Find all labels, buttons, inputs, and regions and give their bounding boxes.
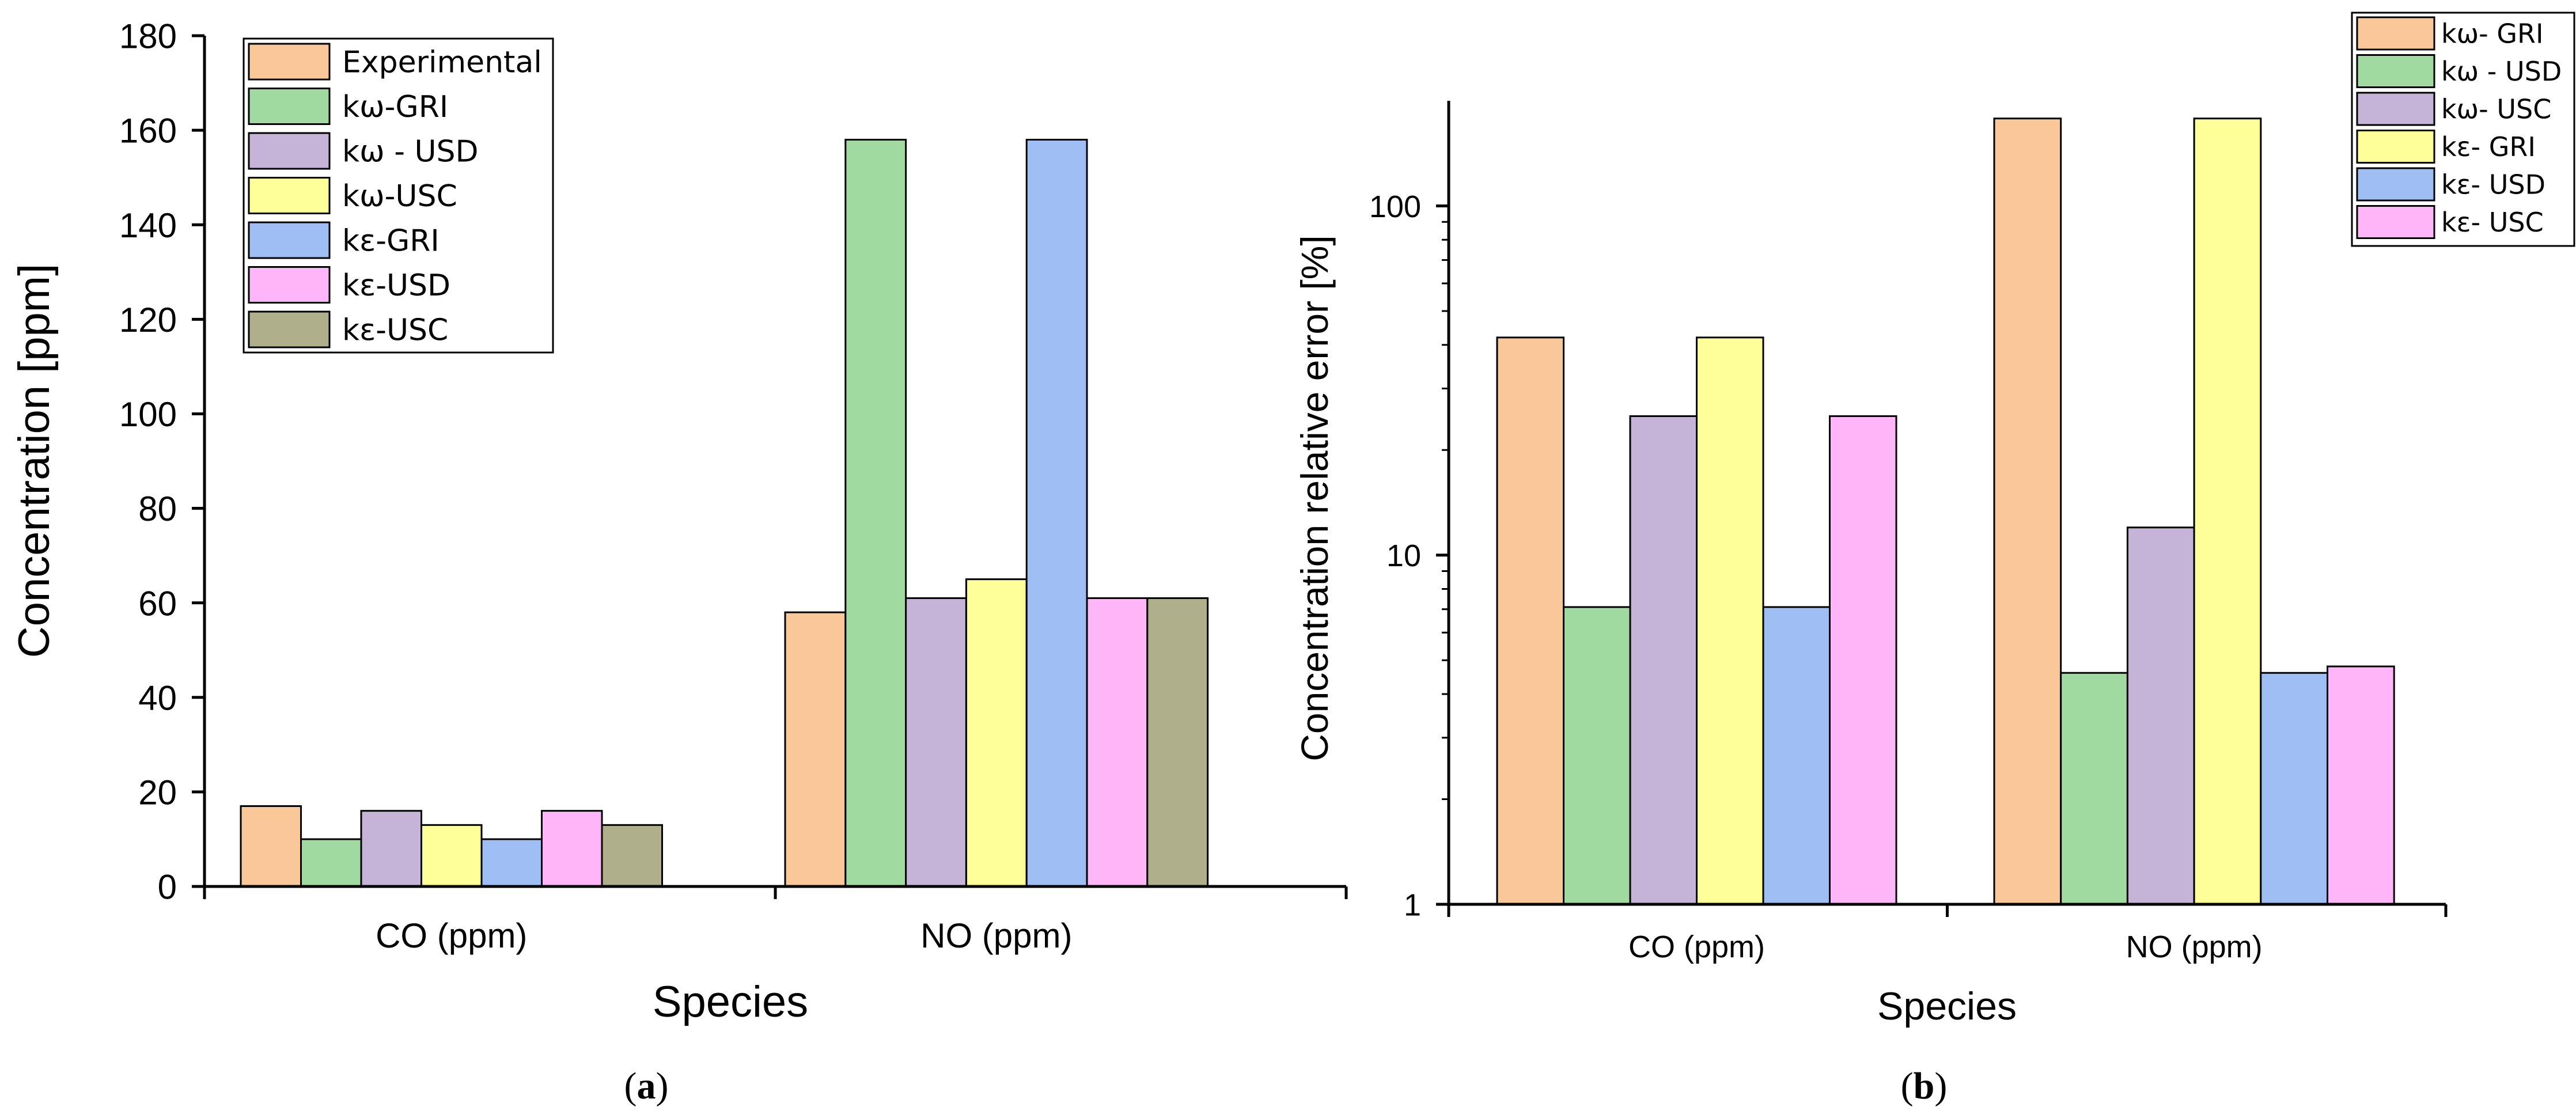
- chart-a-category-label: NO (ppm): [920, 916, 1072, 955]
- chart-a-bar: [905, 597, 967, 888]
- chart-a-legend-swatch: [248, 43, 331, 81]
- chart-b-legend-swatch: [2356, 130, 2435, 164]
- chart-a-bar: [1146, 597, 1209, 888]
- chart-a-bar: [360, 810, 422, 888]
- chart-b-y-ticks: 1 10 100: [1369, 190, 1449, 922]
- chart-a-legend-label: Experimental: [342, 46, 542, 80]
- chart-b-bar: [1993, 118, 2062, 905]
- chart-a-bar: [844, 139, 907, 888]
- chart-b-bars: [1496, 118, 2395, 905]
- chart-a-bar: [421, 824, 483, 888]
- chart-a-legend-swatch: [248, 266, 331, 304]
- chart-a-category-label: CO (ppm): [376, 916, 527, 955]
- chart-b-legend: kω- GRI kω - USD kω- USC kε- GRI kε- USD kε- …: [2351, 12, 2575, 247]
- chart-a-y-tick-label: 180: [119, 17, 177, 56]
- chart-b-panel-label-open: (: [1901, 1065, 1914, 1107]
- chart-b-bar: [1563, 606, 1631, 905]
- chart-a-bar: [541, 810, 603, 888]
- chart-a-legend-label: kω - USD: [342, 135, 479, 169]
- chart-b-bar: [1496, 336, 1564, 905]
- chart-a-bar: [965, 578, 1028, 888]
- chart-a-panel-label-letter: a: [637, 1065, 656, 1107]
- chart-a-legend-swatch: [248, 88, 331, 125]
- chart-a-legend-label: kω-USC: [342, 179, 457, 214]
- chart-b-y-tick-label: 100: [1369, 190, 1421, 224]
- chart-b-bar: [2193, 118, 2262, 905]
- chart-b-bar: [1829, 415, 1897, 905]
- chart-a-bar: [1025, 139, 1088, 888]
- chart-a-bar: [480, 838, 543, 888]
- chart-a-bar: [300, 838, 362, 888]
- chart-a-y-tick-label: 60: [138, 584, 177, 623]
- chart-a-bar: [1086, 597, 1149, 888]
- chart-a-legend-swatch: [248, 310, 331, 348]
- chart-b-legend-label: kε- GRI: [2441, 131, 2536, 162]
- chart-a-y-tick-label: 120: [119, 301, 177, 339]
- chart-a-x-axis-title: Species: [653, 977, 808, 1026]
- chart-a-y-tick-label: 80: [138, 490, 177, 528]
- chart-b-bar: [1696, 336, 1764, 905]
- chart-b-y-axis-title: Concentration relative error [%]: [1293, 235, 1336, 761]
- chart-b-legend-swatch: [2356, 167, 2435, 202]
- chart-a-legend: Experimental kω-GRI kω - USD kω-USC kε-GRI kε…: [243, 37, 554, 354]
- chart-b-legend-label: kω - USD: [2441, 56, 2562, 87]
- chart-a-y-ticks: 0 20 40 60 80 100 120 140 160 180: [119, 17, 204, 907]
- chart-a-bar: [601, 824, 663, 888]
- chart-b-legend-label: kω- GRI: [2441, 18, 2544, 50]
- chart-a-y-tick-label: 100: [119, 395, 177, 434]
- chart-b-legend-swatch: [2356, 16, 2435, 51]
- chart-b-x-axis-title: Species: [1877, 984, 2017, 1028]
- chart-b-bar: [2060, 672, 2128, 905]
- chart-a-legend-swatch: [248, 177, 331, 214]
- chart-b-legend-swatch: [2356, 205, 2435, 239]
- chart-b-x-ticks: CO (ppm) NO (ppm): [1447, 904, 2448, 964]
- chart-a-y-tick-label: 160: [119, 112, 177, 150]
- chart-b-category-label: NO (ppm): [2126, 930, 2263, 964]
- chart-a-legend-label: kω-GRI: [342, 90, 448, 124]
- chart-b-legend-label: kε- USC: [2441, 207, 2544, 238]
- chart-a-y-tick-label: 140: [119, 206, 177, 245]
- chart-b-category-label: CO (ppm): [1628, 930, 1765, 964]
- chart-a-panel-label-open: (: [624, 1065, 637, 1107]
- chart-b-bar: [2126, 526, 2195, 905]
- chart-b-bar: [1762, 606, 1831, 905]
- chart-b-y-tick-label: 1: [1404, 888, 1421, 922]
- chart-b-panel-label-close: ): [1934, 1065, 1947, 1107]
- chart-b-bar: [2260, 672, 2329, 905]
- chart-b-panel-label-letter: b: [1914, 1065, 1935, 1107]
- chart-a-y-tick-label: 20: [138, 773, 177, 812]
- chart-b-bar: [2327, 665, 2395, 905]
- chart-a: 0 20 40 60 80 100 120 140 160 180 CO (ppm) NO (ppm…: [10, 17, 1348, 1107]
- chart-a-bar: [784, 611, 847, 888]
- chart-b-legend-label: kω- USC: [2441, 94, 2551, 125]
- chart-a-legend-label: kε-GRI: [342, 224, 440, 259]
- chart-a-y-tick-label: 40: [138, 679, 177, 717]
- chart-b-legend-label: kε- USD: [2441, 169, 2545, 200]
- chart-b-bar: [1629, 415, 1698, 905]
- chart-a-x-ticks: CO (ppm) NO (ppm): [203, 886, 1348, 955]
- chart-a-legend-swatch: [248, 132, 331, 170]
- chart-a-panel-label-close: ): [656, 1065, 669, 1107]
- chart-b-legend-swatch: [2356, 54, 2435, 88]
- chart-b-y-tick-label: 10: [1387, 539, 1421, 573]
- chart-b-legend-swatch: [2356, 92, 2435, 126]
- chart-a-panel-label: (a): [624, 1065, 669, 1107]
- chart-a-bar: [240, 805, 302, 888]
- chart-a-y-tick-label: 0: [158, 868, 177, 907]
- chart-b-panel-label: (b): [1901, 1065, 1948, 1107]
- chart-a-legend-label: kε-USD: [342, 268, 450, 303]
- chart-a-y-axis-title: Concentration [ppm]: [10, 264, 59, 658]
- chart-a-legend-label: kε-USC: [342, 313, 448, 348]
- chart-b: 1 10 100 CO (ppm) NO (ppm) Species Concentr…: [1293, 12, 2575, 1107]
- chart-a-legend-swatch: [248, 221, 331, 259]
